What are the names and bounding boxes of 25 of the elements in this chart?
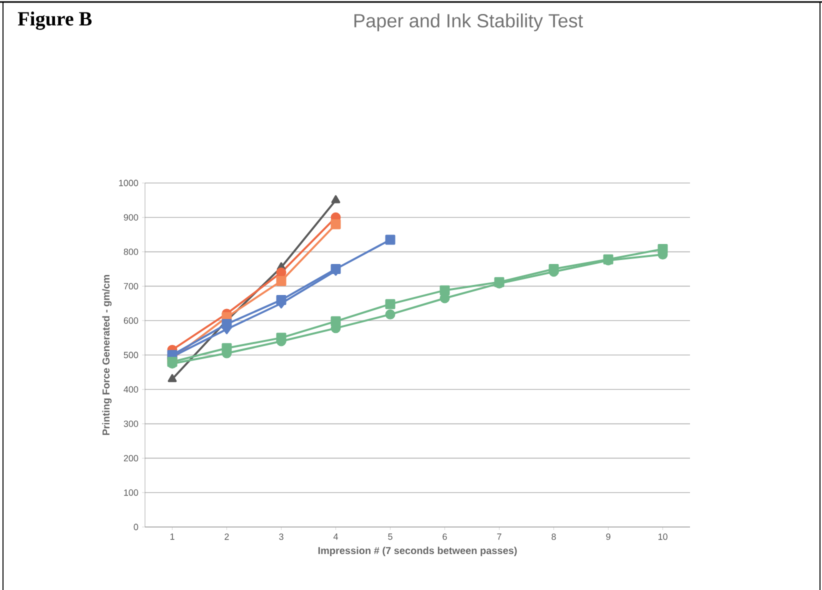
y-tick-label: 600 bbox=[124, 317, 138, 324]
y-tick-label: 300 bbox=[124, 420, 138, 427]
x-tick-label: 2 bbox=[224, 534, 229, 540]
x-axis-title: Impression # (7 seconds between passes) bbox=[318, 546, 517, 556]
y-tick-label: 200 bbox=[124, 455, 138, 462]
x-tick-label: 4 bbox=[333, 534, 338, 540]
text: Figure B bbox=[18, 12, 92, 30]
x-tick-label: 1 bbox=[170, 534, 174, 540]
x-tick-label: 3 bbox=[279, 534, 284, 540]
y-tick-label: 500 bbox=[124, 352, 138, 358]
y-tick-label: 700 bbox=[124, 283, 138, 290]
y-tick-label: 900 bbox=[124, 214, 138, 221]
x-tick-label: 8 bbox=[552, 534, 556, 540]
x-tick-label: 10 bbox=[658, 534, 668, 540]
x-tick-label: 9 bbox=[606, 534, 610, 540]
chart-title: Paper and Ink Stability Test bbox=[354, 14, 583, 32]
y-tick-label: 0 bbox=[134, 524, 138, 530]
y-tick-label: 1000 bbox=[119, 180, 138, 186]
y-tick-label: 400 bbox=[124, 386, 138, 393]
y-axis-title: Printing Force Generated - gm/cm bbox=[102, 275, 112, 435]
y-tick-label: 100 bbox=[124, 489, 138, 496]
y-tick-label: 800 bbox=[124, 248, 138, 255]
x-tick-label: 7 bbox=[497, 534, 502, 540]
x-tick-label: 6 bbox=[442, 534, 447, 540]
x-tick-label: 5 bbox=[388, 534, 392, 540]
